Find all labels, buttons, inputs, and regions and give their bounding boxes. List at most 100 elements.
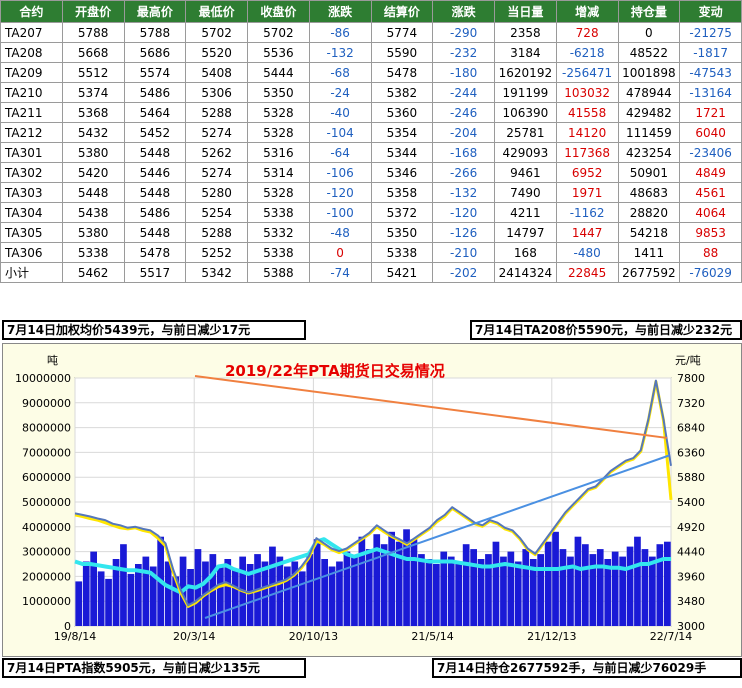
table-cell: 5448: [61, 182, 125, 203]
open-interest-line: [74, 537, 671, 595]
x-tick-label: 22/7/14: [650, 630, 692, 643]
left-tick-label: 3000000: [22, 546, 71, 559]
volume-bar: [462, 544, 470, 626]
volume-bar: [507, 551, 515, 626]
table-cell: 429482: [617, 102, 681, 123]
table-cell: 5360: [370, 102, 434, 123]
table-cell: 3184: [494, 42, 557, 63]
volume-bar: [619, 556, 626, 626]
table-cell: 5408: [185, 62, 248, 83]
col-header: 开盘价: [61, 0, 125, 23]
table-cell: 1971: [555, 182, 619, 203]
table-cell: -40: [308, 102, 372, 123]
volume-bar: [373, 534, 381, 626]
table-cell: -256471: [555, 62, 619, 83]
left-tick-label: 1000000: [22, 595, 71, 608]
table-cell: -202: [432, 262, 495, 283]
right-tick-label: 3960: [677, 570, 705, 583]
volume-bar: [664, 541, 671, 626]
volume-bar: [313, 539, 321, 626]
table-cell: 5328: [247, 102, 310, 123]
table-cell: 111459: [617, 122, 681, 143]
volume-bar: [500, 556, 507, 626]
table-cell: 5438: [61, 202, 125, 223]
table-cell: 429093: [494, 142, 557, 163]
right-tick-label: 6840: [677, 422, 705, 435]
volume-bar: [455, 561, 462, 626]
table-cell: 5686: [123, 42, 187, 63]
table-cell: TA208: [0, 42, 63, 63]
right-tick-label: 3000: [677, 620, 705, 633]
table-cell: 5421: [370, 262, 434, 283]
table-row: TA303 5448 5448 5280 5328 -120 5358 -132 7490 197…: [0, 182, 742, 203]
volume-bar: [388, 531, 395, 626]
col-header: 涨跌: [432, 0, 495, 23]
table-cell: 9461: [494, 162, 557, 183]
table-cell: 5338: [370, 242, 434, 263]
table-cell: TA306: [0, 242, 63, 263]
table-cell: -21275: [679, 22, 742, 43]
table-cell: -23406: [679, 142, 742, 163]
volume-bar: [217, 566, 224, 626]
volume-bar: [284, 566, 291, 626]
table-cell: 4561: [679, 182, 742, 203]
volume-bar: [82, 561, 90, 626]
table-cell: 5328: [247, 122, 310, 143]
table-header-row: 合约 开盘价 最高价 最低价 收盘价 涨跌 结算价 涨跌 当日量 增减 持仓量 …: [0, 0, 742, 23]
volume-bar: [634, 536, 641, 626]
table-cell: 728: [555, 22, 619, 43]
volume-bar: [596, 549, 604, 626]
table-row: TA304 5438 5486 5254 5338 -100 5372 -120 4211 -11…: [0, 202, 742, 223]
table-cell: 103032: [555, 82, 619, 103]
table-cell: -104: [308, 122, 372, 143]
table-cell: -1162: [555, 202, 619, 223]
table-cell: 5517: [123, 262, 187, 283]
table-cell: TA210: [0, 82, 63, 103]
table-row: 小计 5462 5517 5342 5388 -74 5421 -202 2414324 2284…: [0, 262, 742, 283]
volume-bar: [365, 549, 373, 626]
table-row: TA302 5420 5446 5274 5314 -106 5346 -266 9461 695…: [0, 162, 742, 183]
left-tick-label: 8000000: [22, 422, 71, 435]
table-cell: -106: [308, 162, 372, 183]
table-cell: 5520: [185, 42, 248, 63]
volume-bar: [492, 541, 500, 626]
table-cell: -132: [308, 42, 372, 63]
volume-bar: [425, 559, 433, 626]
table-cell: -120: [308, 182, 372, 203]
volume-bar: [306, 554, 314, 626]
table-cell: 0: [308, 242, 372, 263]
table-cell: 5464: [123, 102, 187, 123]
left-tick-label: 9000000: [22, 397, 71, 410]
pta-chart: 0 1000000 2000000 3000000 4000000 5000000 6000…: [15, 354, 705, 643]
right-tick-label: 6360: [677, 446, 705, 459]
volume-bar: [395, 541, 403, 626]
table-cell: 5274: [185, 162, 248, 183]
annotation-open-interest: 7月14日持仓2677592手，与前日减少76029手: [432, 658, 742, 678]
volume-bar: [120, 544, 127, 626]
table-cell: 5306: [185, 82, 248, 103]
left-tick-label: 0: [64, 620, 71, 633]
table-cell: 5448: [123, 142, 187, 163]
table-cell: -6218: [555, 42, 619, 63]
volume-bar: [231, 569, 239, 626]
table-cell: 5432: [61, 122, 125, 143]
table-cell: 5788: [123, 22, 187, 43]
table-row: TA305 5380 5448 5288 5332 -48 5350 -126 14797 144…: [0, 222, 742, 243]
table-cell: 5350: [370, 222, 434, 243]
table-cell: 5338: [247, 202, 310, 223]
table-cell: 5316: [247, 142, 310, 163]
table-cell: 48522: [617, 42, 681, 63]
table-cell: 5536: [247, 42, 310, 63]
table-cell: -480: [555, 242, 619, 263]
volume-bar: [589, 554, 597, 626]
volume-bar: [351, 556, 358, 626]
col-header: 合约: [0, 0, 63, 23]
table-row: TA210 5374 5486 5306 5350 -24 5382 -244 191199 10…: [0, 82, 742, 103]
col-header: 结算价: [370, 0, 434, 23]
volume-bar: [127, 573, 135, 626]
table-cell: 106390: [494, 102, 557, 123]
left-tick-label: 7000000: [22, 446, 71, 459]
volume-bar: [142, 556, 150, 626]
table-cell: 5358: [370, 182, 434, 203]
table-cell: 14797: [494, 222, 557, 243]
